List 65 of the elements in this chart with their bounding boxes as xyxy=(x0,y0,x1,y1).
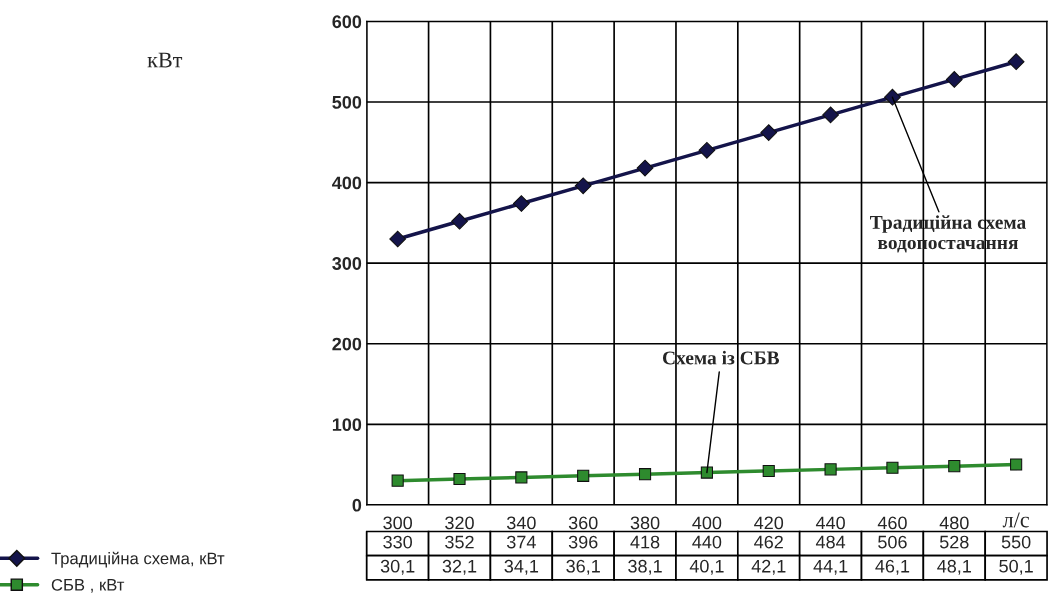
data-label: 40,1 xyxy=(689,559,724,575)
data-label: 550 xyxy=(1001,535,1031,549)
point xyxy=(886,461,899,474)
legend-label: Традиційна схема, кВт xyxy=(51,551,225,568)
point xyxy=(948,460,961,473)
x-tick-label: 420 xyxy=(754,516,784,530)
point xyxy=(760,124,778,141)
x-tick-label: 300 xyxy=(383,516,413,530)
data-label: 46,1 xyxy=(875,559,910,575)
point xyxy=(577,469,590,482)
x-tick-label: 380 xyxy=(630,516,660,530)
data-label: 462 xyxy=(754,535,783,549)
point xyxy=(636,159,654,177)
point xyxy=(822,106,839,124)
point xyxy=(700,466,713,479)
x-tick-label: 340 xyxy=(506,516,536,530)
legend-label: СБВ , кВт xyxy=(51,578,125,593)
data-label: 42,1 xyxy=(751,559,786,575)
point xyxy=(515,471,528,484)
point xyxy=(574,177,592,195)
x-tick-label: 320 xyxy=(445,516,474,530)
point xyxy=(389,230,407,248)
data-label: 396 xyxy=(568,535,598,549)
point xyxy=(1007,53,1025,71)
data-label: 330 xyxy=(383,535,413,549)
data-label: 30,1 xyxy=(380,559,415,575)
data-label: 44,1 xyxy=(813,560,848,575)
point xyxy=(512,195,530,212)
data-label: 440 xyxy=(692,535,722,549)
point xyxy=(884,88,901,106)
data-label: 34,1 xyxy=(504,559,539,575)
x-axis-title: л/с xyxy=(1002,512,1030,528)
point xyxy=(391,474,404,487)
x-tick-label: 440 xyxy=(815,516,845,530)
data-label: 528 xyxy=(939,535,969,549)
text: кВт xyxy=(147,52,183,68)
point xyxy=(698,141,716,159)
x-tick-label: 360 xyxy=(568,516,598,530)
point xyxy=(1010,458,1023,471)
y-tick-label: 200 xyxy=(332,337,362,351)
y-tick-label: 500 xyxy=(332,95,362,109)
point xyxy=(824,463,837,476)
data-label: 506 xyxy=(878,535,907,549)
point xyxy=(453,472,466,486)
x-tick-label: 480 xyxy=(939,516,969,530)
data-label: 484 xyxy=(815,535,846,549)
data-label: 38,1 xyxy=(628,559,662,575)
y-tick-label: 300 xyxy=(332,257,362,270)
data-label: 32,1 xyxy=(442,559,477,575)
data-label: 50,1 xyxy=(999,559,1033,575)
data-label: 418 xyxy=(630,535,660,549)
data-label: 374 xyxy=(506,535,536,549)
x-tick-label: 460 xyxy=(877,516,907,530)
y-tick-label: 100 xyxy=(332,418,362,432)
y-tick-label: 400 xyxy=(332,176,362,190)
data-label: 48,1 xyxy=(937,559,971,575)
data-label: 352 xyxy=(445,535,474,549)
x-tick-label: 400 xyxy=(692,516,722,530)
point xyxy=(945,71,963,88)
y-tick-label: 600 xyxy=(332,15,362,29)
point xyxy=(762,464,775,478)
data-label: 36,1 xyxy=(566,559,600,575)
point xyxy=(638,468,652,481)
y-tick-label: 0 xyxy=(352,498,362,512)
point xyxy=(451,212,468,230)
